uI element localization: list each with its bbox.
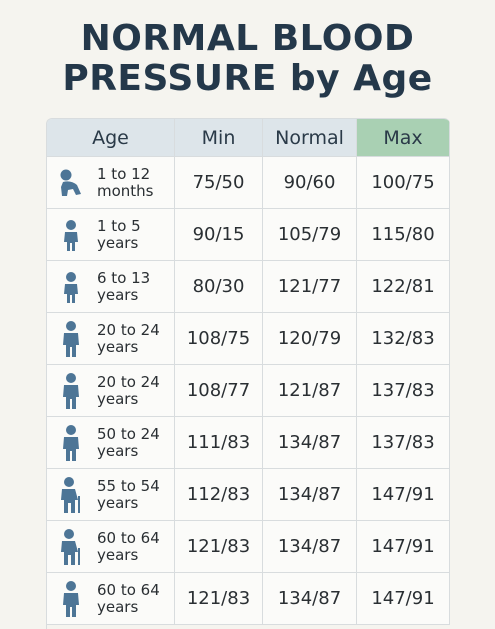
pressure-value: 108/77 xyxy=(175,365,263,417)
pressure-value: 90/15 xyxy=(175,209,263,261)
pressure-value: 121/83 xyxy=(175,521,263,573)
age-text: 55 to 54 years xyxy=(97,476,160,512)
age-text: 20 to 24 years xyxy=(97,372,160,408)
age-line: 55 to 54 xyxy=(97,476,160,495)
column-header: Normal xyxy=(263,119,357,157)
age-line: 1 to 12 xyxy=(97,164,151,183)
age-text: 1 to 5 years xyxy=(97,216,141,252)
pressure-value: 120/79 xyxy=(263,313,357,365)
age-cell: 20 to 24 years xyxy=(47,365,175,417)
age-line: years xyxy=(97,597,139,616)
pressure-value: 105/79 xyxy=(263,209,357,261)
age-cell: 1 to 5 years xyxy=(47,209,175,261)
age-text: 60 to 64 years xyxy=(97,580,160,616)
age-line: 1 to 5 xyxy=(97,216,141,235)
age-cell: 1 to 12 months xyxy=(47,157,175,209)
person-icon xyxy=(63,372,79,409)
age-cell: 60 to 64 years xyxy=(47,521,175,573)
age-line: years xyxy=(97,389,139,408)
age-line: 6 to 13 xyxy=(97,268,151,287)
pressure-value: 147/91 xyxy=(357,469,450,521)
column-header: Max xyxy=(357,119,450,157)
age-cell: 6 to 13 years xyxy=(47,261,175,313)
pressure-value: 137/83 xyxy=(357,365,450,417)
age-cell: 55 to 54 years xyxy=(47,469,175,521)
person-icon xyxy=(60,169,81,196)
pressure-value: 112/83 xyxy=(175,469,263,521)
age-text: 60 to 64 years xyxy=(97,528,160,564)
age-line: years xyxy=(97,545,139,564)
column-header: Min xyxy=(175,119,263,157)
pressure-value: 100/75 xyxy=(357,157,450,209)
age-cell: 60 to 64 years xyxy=(47,573,175,625)
age-line: years xyxy=(97,337,139,356)
age-line: 60 to 64 xyxy=(97,528,160,547)
pressure-value: 147/91 xyxy=(357,573,450,625)
pressure-value: 111/83 xyxy=(175,417,263,469)
person-icon xyxy=(63,424,79,461)
pressure-value: 137/83 xyxy=(357,417,450,469)
age-line: 50 to 24 xyxy=(97,424,160,443)
title-line: PRESSURE by Age xyxy=(62,58,433,99)
person-icon xyxy=(61,476,80,513)
pressure-value: 134/87 xyxy=(263,573,357,625)
age-text: 50 to 24 years xyxy=(97,424,160,460)
pressure-value: 75/50 xyxy=(175,157,263,209)
pressure-value: 134/87 xyxy=(263,469,357,521)
person-icon xyxy=(64,219,78,251)
pressure-value: 121/83 xyxy=(175,573,263,625)
person-icon xyxy=(64,271,78,303)
age-line: years xyxy=(97,441,139,460)
age-line: years xyxy=(97,493,139,512)
person-icon xyxy=(61,528,80,565)
person-icon xyxy=(63,580,79,617)
pressure-value: 108/75 xyxy=(175,313,263,365)
pressure-value: 134/87 xyxy=(263,521,357,573)
pressure-value: 115/80 xyxy=(357,209,450,261)
pressure-value: 121/77 xyxy=(263,261,357,313)
age-line: months xyxy=(97,181,154,200)
age-line: 20 to 24 xyxy=(97,320,160,339)
age-line: 60 to 64 xyxy=(97,580,160,599)
pressure-value: 121/87 xyxy=(263,365,357,417)
title-line: NORMAL BLOOD xyxy=(80,18,415,59)
pressure-value: 134/87 xyxy=(263,417,357,469)
column-header: Age xyxy=(47,119,175,157)
age-text: 6 to 13 years xyxy=(97,268,151,304)
age-line: 20 to 24 xyxy=(97,372,160,391)
pressure-value: 90/60 xyxy=(263,157,357,209)
person-icon xyxy=(63,320,79,357)
age-cell: 20 to 24 years xyxy=(47,313,175,365)
table: Age Min Normal Max 1 to 12 months 75/50 90/60 10… xyxy=(46,118,450,629)
age-text: 20 to 24 years xyxy=(97,320,160,356)
age-cell: 50 to 24 years xyxy=(47,417,175,469)
pressure-value: 132/83 xyxy=(357,313,450,365)
pressure-value: 122/81 xyxy=(357,261,450,313)
pressure-value: 80/30 xyxy=(175,261,263,313)
age-line: years xyxy=(97,285,139,304)
pressure-value: 147/91 xyxy=(357,521,450,573)
age-line: years xyxy=(97,233,139,252)
age-text: 1 to 12 months xyxy=(97,164,154,200)
